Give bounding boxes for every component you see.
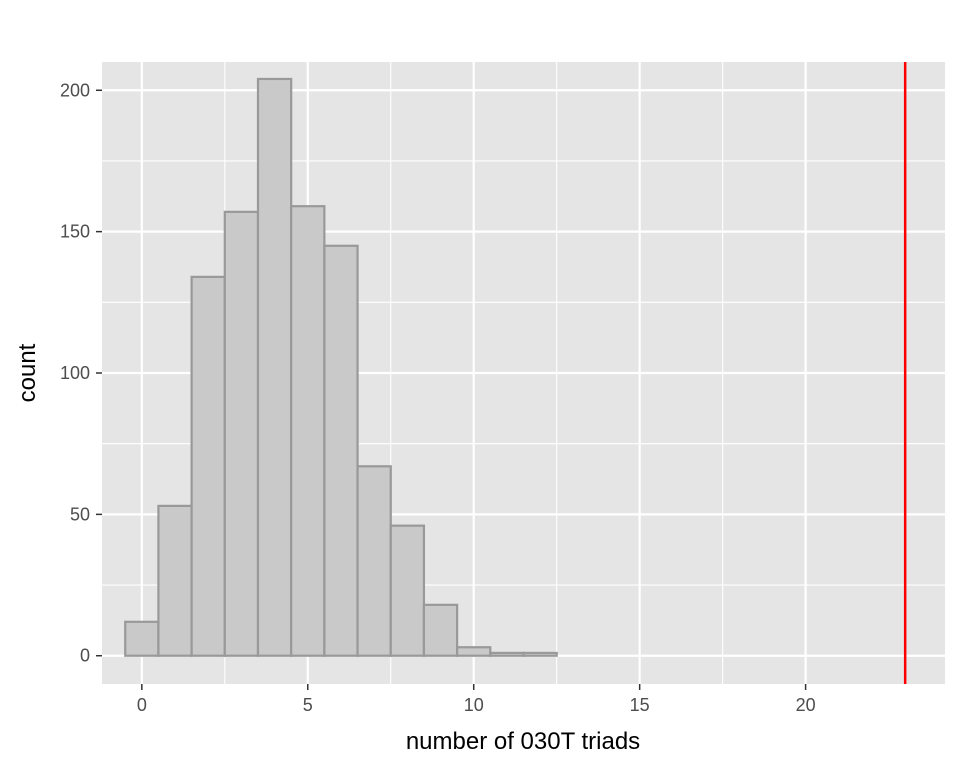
histogram-bar: [522, 651, 558, 657]
histogram-bar: [489, 651, 525, 657]
histogram-bar: [157, 504, 193, 657]
histogram-bar: [356, 465, 392, 657]
histogram-bar: [389, 524, 426, 657]
histogram-bar: [190, 275, 226, 657]
histogram-bar: [456, 646, 492, 657]
x-tick-label: 15: [630, 695, 650, 715]
y-tick-label: 200: [60, 80, 90, 100]
x-tick-label: 5: [303, 695, 313, 715]
histogram-bar: [290, 205, 326, 657]
y-axis-title: count: [14, 343, 41, 402]
y-axis-ticks: 0 50 100 150 200: [60, 80, 102, 666]
histogram-bar: [323, 244, 359, 657]
histogram-bar: [256, 77, 293, 657]
y-tick-label: 150: [60, 222, 90, 242]
y-tick-label: 50: [70, 504, 90, 524]
x-axis-title: number of 030T triads: [406, 728, 640, 755]
x-tick-label: 20: [796, 695, 816, 715]
y-tick-label: 100: [60, 363, 90, 383]
histogram-bar: [223, 210, 260, 657]
y-tick-label: 0: [80, 646, 90, 666]
x-axis-ticks: 0 5 10 15 20: [137, 684, 816, 715]
x-tick-label: 10: [464, 695, 484, 715]
histogram-bar: [124, 620, 160, 657]
histogram-bar: [422, 603, 459, 657]
histogram-bars: [124, 77, 558, 657]
x-tick-label: 0: [137, 695, 147, 715]
